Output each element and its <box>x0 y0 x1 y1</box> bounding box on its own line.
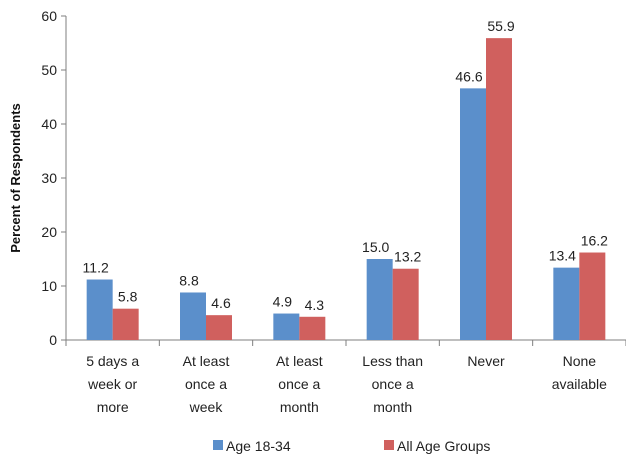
bar-all-age-groups <box>392 268 419 340</box>
data-label: 16.2 <box>581 233 608 249</box>
legend: Age 18-34 All Age Groups <box>213 438 490 454</box>
y-tick-label: 10 <box>41 278 57 294</box>
x-tick-label: None <box>563 353 597 369</box>
x-tick-label: Less than <box>362 353 423 369</box>
legend-label: Age 18-34 <box>226 438 291 454</box>
y-tick-label: 50 <box>41 62 57 78</box>
y-tick-label: 30 <box>41 170 57 186</box>
data-label: 4.6 <box>211 295 231 311</box>
x-tick-label: more <box>97 399 129 415</box>
bar-age-18-34 <box>366 259 393 340</box>
x-tick-label: month <box>373 399 412 415</box>
bar-age-18-34 <box>273 313 300 340</box>
bar-age-18-34 <box>180 292 206 340</box>
data-label: 13.2 <box>394 249 421 265</box>
data-label: 11.2 <box>83 260 109 276</box>
y-tick-label: 0 <box>49 332 57 348</box>
x-tick-label: month <box>280 399 319 415</box>
data-label: 5.8 <box>118 289 138 305</box>
data-label: 13.4 <box>549 248 576 264</box>
bar-all-age-groups <box>206 315 232 340</box>
x-tick-label: 5 days a <box>86 353 139 369</box>
x-tick-label: once a <box>185 376 227 392</box>
x-tick-label: At least <box>276 353 323 369</box>
y-axis-title: Percent of Respondents <box>8 103 23 253</box>
data-label: 4.9 <box>273 294 293 310</box>
x-axis: 5 days a week or more At least once a week At … <box>65 339 626 415</box>
y-axis: 0 10 20 30 40 50 60 <box>41 8 67 348</box>
y-tick-label: 60 <box>41 8 57 24</box>
data-label: 15.0 <box>362 239 389 255</box>
legend-label: All Age Groups <box>397 438 490 454</box>
data-label: 55.9 <box>487 18 514 34</box>
x-tick-label: week <box>189 399 224 415</box>
x-tick-label: At least <box>183 353 230 369</box>
bar-age-18-34 <box>460 88 486 340</box>
bar-all-age-groups <box>112 308 139 340</box>
x-tick-label: once a <box>278 376 320 392</box>
bars <box>86 38 606 340</box>
x-tick-label: available <box>552 376 607 392</box>
data-label: 8.8 <box>179 272 199 288</box>
bar-all-age-groups <box>299 316 326 340</box>
data-label: 46.6 <box>455 68 482 84</box>
x-tick-label: week or <box>87 376 137 392</box>
data-label: 4.3 <box>305 297 325 313</box>
y-tick-label: 20 <box>41 224 57 240</box>
bar-age-18-34 <box>86 279 113 340</box>
y-tick-label: 40 <box>41 116 57 132</box>
legend-swatch <box>384 440 394 450</box>
x-tick-label: once a <box>372 376 414 392</box>
bar-all-age-groups <box>486 38 512 340</box>
x-tick-label: Never <box>467 353 505 369</box>
data-labels: 11.2 8.8 4.9 15.0 46.6 13.4 5.8 4.6 4.3 13.2 55.9 1… <box>83 18 609 313</box>
bar-all-age-groups <box>579 252 606 340</box>
legend-swatch <box>213 440 223 450</box>
bar-age-18-34 <box>553 267 580 340</box>
